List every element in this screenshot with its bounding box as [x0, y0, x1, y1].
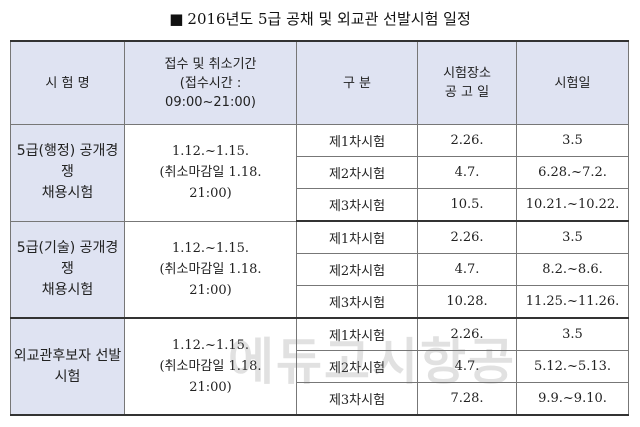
venue-date-cell: 2.26.	[417, 220, 517, 254]
table-row: 5급(기술) 공개경쟁 채용시험 1.12.~1.15. (취소마감일 1.18…	[10, 220, 629, 319]
period-line1: 1.12.~1.15.	[171, 144, 250, 160]
table-row: 제2차시험 4.7. 5.12.~5.13.	[11, 350, 629, 383]
exam-date-cell: 3.5	[516, 220, 629, 254]
period-line3: 21:00)	[189, 380, 232, 395]
title-bullet: ■	[169, 10, 184, 28]
exam-name-cell: 외교관후보자 선발 시험	[10, 317, 125, 416]
stage-cell: 제1차시험	[296, 124, 418, 157]
period-line3: 21:00)	[189, 186, 232, 202]
header-period: 접수 및 취소기간 (접수시간 : 09:00~21:00)	[124, 40, 297, 125]
header-category: 구 분	[296, 40, 418, 125]
period-line2: (취소마감일 1.18.	[159, 359, 262, 374]
page-title: ■ 2016년도 5급 공채 및 외교관 선발시험 일정	[0, 8, 640, 29]
exam-date-cell: 6.28.~7.2.	[516, 156, 629, 189]
table-row: 제3차시험 10.5. 10.21.~10.22.	[11, 188, 629, 222]
period-cell: 1.12.~1.15. (취소마감일 1.18. 21:00)	[124, 220, 297, 319]
table-row: 제3차시험 7.28. 9.9.~9.10.	[11, 382, 629, 416]
exam-date-cell: 8.2.~8.6.	[516, 253, 629, 286]
exam-name-line2: 채용시험	[41, 281, 94, 298]
period-line2: (취소마감일 1.18.	[159, 165, 262, 181]
stage-cell: 제2차시험	[296, 253, 418, 286]
stage-cell: 제2차시험	[296, 350, 418, 383]
venue-date-cell: 2.26.	[417, 317, 517, 351]
exam-schedule-table: 시 험 명 접수 및 취소기간 (접수시간 : 09:00~21:00) 구 분…	[10, 40, 629, 416]
venue-date-cell: 10.28.	[417, 285, 517, 319]
stage-cell: 제3차시험	[296, 188, 418, 222]
header-venue-line2: 공 고 일	[444, 85, 490, 100]
exam-date-cell: 3.5	[516, 124, 629, 157]
header-exam-date: 시험일	[516, 40, 629, 125]
venue-date-cell: 4.7.	[417, 253, 517, 286]
venue-date-cell: 10.5.	[417, 188, 517, 222]
period-line2: (취소마감일 1.18.	[159, 261, 262, 277]
exam-name-cell: 5급(기술) 공개경쟁 채용시험	[10, 220, 125, 319]
header-venue-line1: 시험장소	[443, 66, 491, 81]
exam-date-cell: 5.12.~5.13.	[516, 350, 629, 383]
table-row: 제2차시험 4.7. 6.28.~7.2.	[11, 156, 629, 189]
period-cell: 1.12.~1.15. (취소마감일 1.18. 21:00)	[124, 317, 297, 416]
period-cell: 1.12.~1.15. (취소마감일 1.18. 21:00)	[124, 124, 297, 222]
exam-date-cell: 10.21.~10.22.	[516, 188, 629, 222]
header-row: 시 험 명 접수 및 취소기간 (접수시간 : 09:00~21:00) 구 분…	[10, 40, 629, 125]
header-period-line2: (접수시간 :	[179, 75, 242, 91]
exam-name-line2: 채용시험	[41, 185, 94, 202]
header-exam-name: 시 험 명	[10, 40, 125, 125]
stage-cell: 제1차시험	[296, 317, 418, 351]
period-line1: 1.12.~1.15.	[171, 240, 250, 256]
stage-cell: 제3차시험	[296, 285, 418, 319]
stage-cell: 제2차시험	[296, 156, 418, 189]
header-venue-announce: 시험장소 공 고 일	[417, 40, 517, 125]
period-line3: 21:00)	[189, 282, 232, 298]
header-period-line1: 접수 및 취소기간	[164, 56, 257, 72]
exam-name-cell: 5급(행정) 공개경쟁 채용시험	[10, 124, 125, 222]
venue-date-cell: 2.26.	[417, 124, 517, 157]
venue-date-cell: 7.28.	[417, 382, 517, 416]
period-line1: 1.12.~1.15.	[171, 338, 250, 353]
exam-date-cell: 11.25.~11.26.	[516, 285, 629, 319]
exam-date-cell: 3.5	[516, 317, 629, 351]
venue-date-cell: 4.7.	[417, 156, 517, 189]
exam-name-line1: 5급(행정) 공개경쟁	[16, 143, 119, 181]
venue-date-cell: 4.7.	[417, 350, 517, 383]
stage-cell: 제1차시험	[296, 220, 418, 254]
exam-date-cell: 9.9.~9.10.	[516, 382, 629, 416]
table-row: 제2차시험 4.7. 8.2.~8.6.	[11, 253, 629, 286]
title-text: 2016년도 5급 공채 및 외교관 선발시험 일정	[187, 10, 471, 28]
stage-cell: 제3차시험	[296, 382, 418, 416]
exam-name-line1: 5급(기술) 공개경쟁	[16, 239, 119, 277]
table-row: 외교관후보자 선발 시험 1.12.~1.15. (취소마감일 1.18. 21…	[10, 317, 629, 416]
header-period-line3: 09:00~21:00)	[165, 94, 256, 110]
exam-name-line2: 시험	[54, 368, 81, 385]
table-row: 제3차시험 10.28. 11.25.~11.26.	[11, 285, 629, 319]
exam-name-line1: 외교관후보자 선발	[13, 347, 122, 364]
table-row: 5급(행정) 공개경쟁 채용시험 1.12.~1.15. (취소마감일 1.18…	[10, 124, 629, 222]
